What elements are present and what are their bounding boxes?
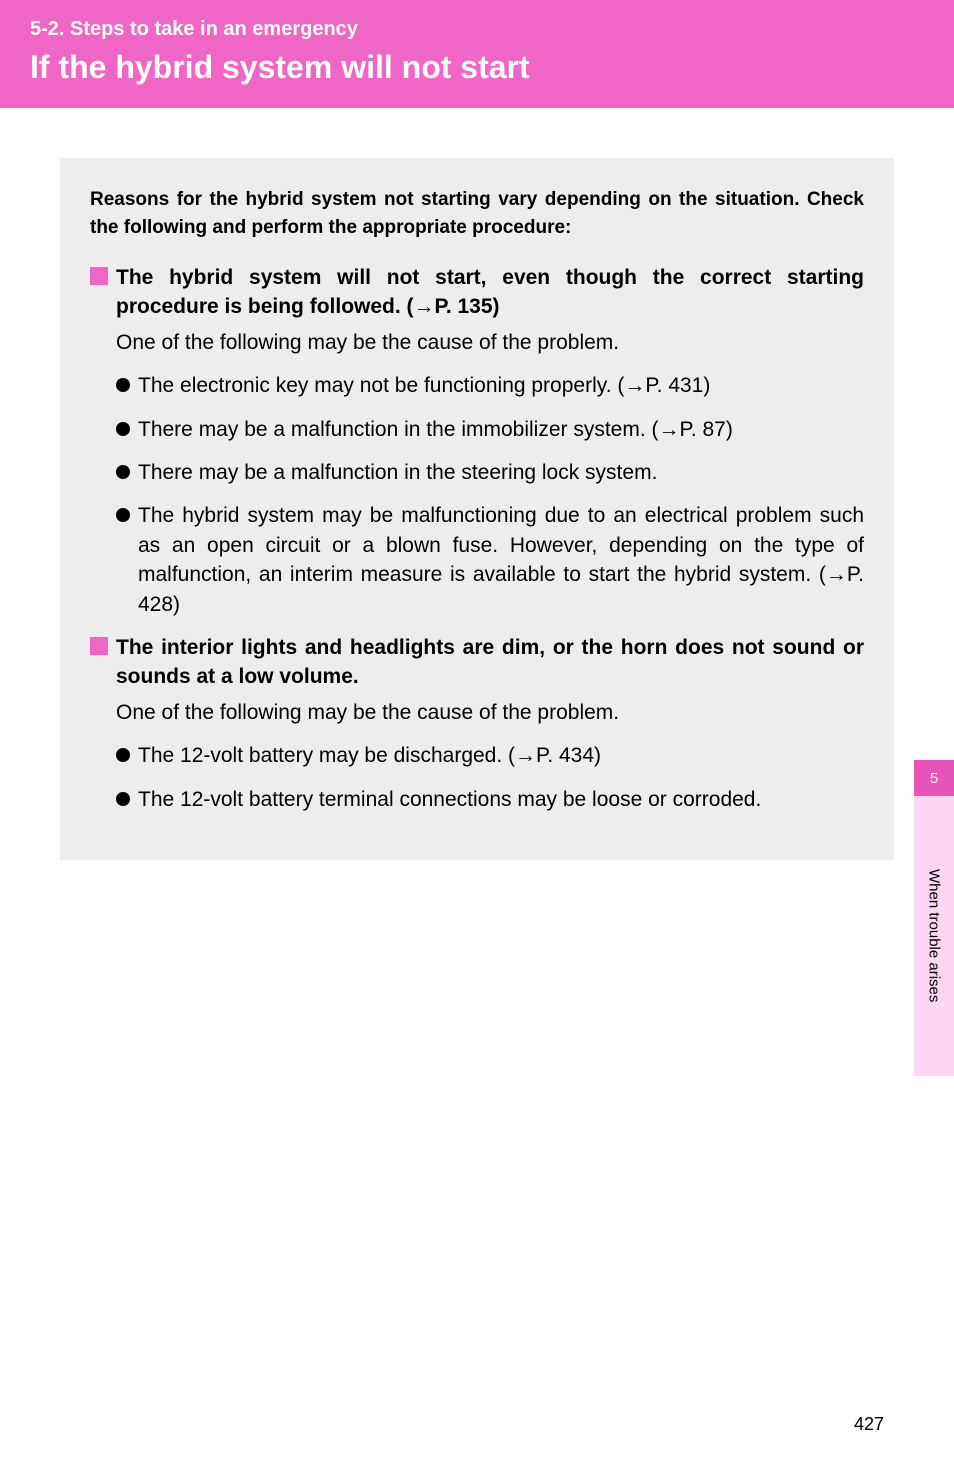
header-bar: 5-2. Steps to take in an emergency If th… (0, 0, 954, 108)
pink-square-icon (90, 267, 108, 285)
bullet-dot-icon (116, 465, 130, 479)
bullet-row: The 12-volt battery may be discharged. (… (116, 741, 864, 770)
bullet-row: The electronic key may not be functionin… (116, 371, 864, 400)
bullet-dot-icon (116, 422, 130, 436)
tab-chapter-label: When trouble arises (926, 869, 943, 1002)
bullet-row: The 12-volt battery terminal connections… (116, 785, 864, 814)
content-box: Reasons for the hybrid system not starti… (60, 158, 894, 860)
bullet-text: The 12-volt battery may be discharged. (… (138, 741, 601, 770)
bullet-dot-icon (116, 792, 130, 806)
section-2: The interior lights and headlights are d… (90, 633, 864, 814)
bullet-text: There may be a malfunction in the immobi… (138, 415, 733, 444)
subtext-2: One of the following may be the cause of… (116, 698, 864, 727)
tab-chapter-label-box: When trouble arises (914, 796, 954, 1076)
bullet-row: The hybrid system may be malfunctioning … (116, 501, 864, 619)
subtext-1: One of the following may be the cause of… (116, 328, 864, 357)
heading-2-text: The interior lights and headlights are d… (116, 633, 864, 692)
side-tab: 5 When trouble arises (914, 760, 954, 1076)
section-label: 5-2. Steps to take in an emergency (30, 18, 924, 41)
section-1: The hybrid system will not start, even t… (90, 263, 864, 619)
bullet-text: The electronic key may not be functionin… (138, 371, 710, 400)
heading-row-2: The interior lights and headlights are d… (90, 633, 864, 692)
heading-1-text: The hybrid system will not start, even t… (116, 263, 864, 322)
bullet-text: The hybrid system may be malfunctioning … (138, 501, 864, 619)
page-title: If the hybrid system will not start (30, 49, 924, 86)
pink-square-icon (90, 637, 108, 655)
intro-text: Reasons for the hybrid system not starti… (90, 186, 864, 241)
bullet-text: The 12-volt battery terminal connections… (138, 785, 761, 814)
page-number: 427 (854, 1414, 884, 1435)
heading-row-1: The hybrid system will not start, even t… (90, 263, 864, 322)
bullet-dot-icon (116, 508, 130, 522)
bullet-row: There may be a malfunction in the steeri… (116, 458, 864, 487)
bullet-dot-icon (116, 378, 130, 392)
tab-chapter-number: 5 (914, 760, 954, 796)
bullet-text: There may be a malfunction in the steeri… (138, 458, 657, 487)
bullet-dot-icon (116, 748, 130, 762)
bullet-row: There may be a malfunction in the immobi… (116, 415, 864, 444)
